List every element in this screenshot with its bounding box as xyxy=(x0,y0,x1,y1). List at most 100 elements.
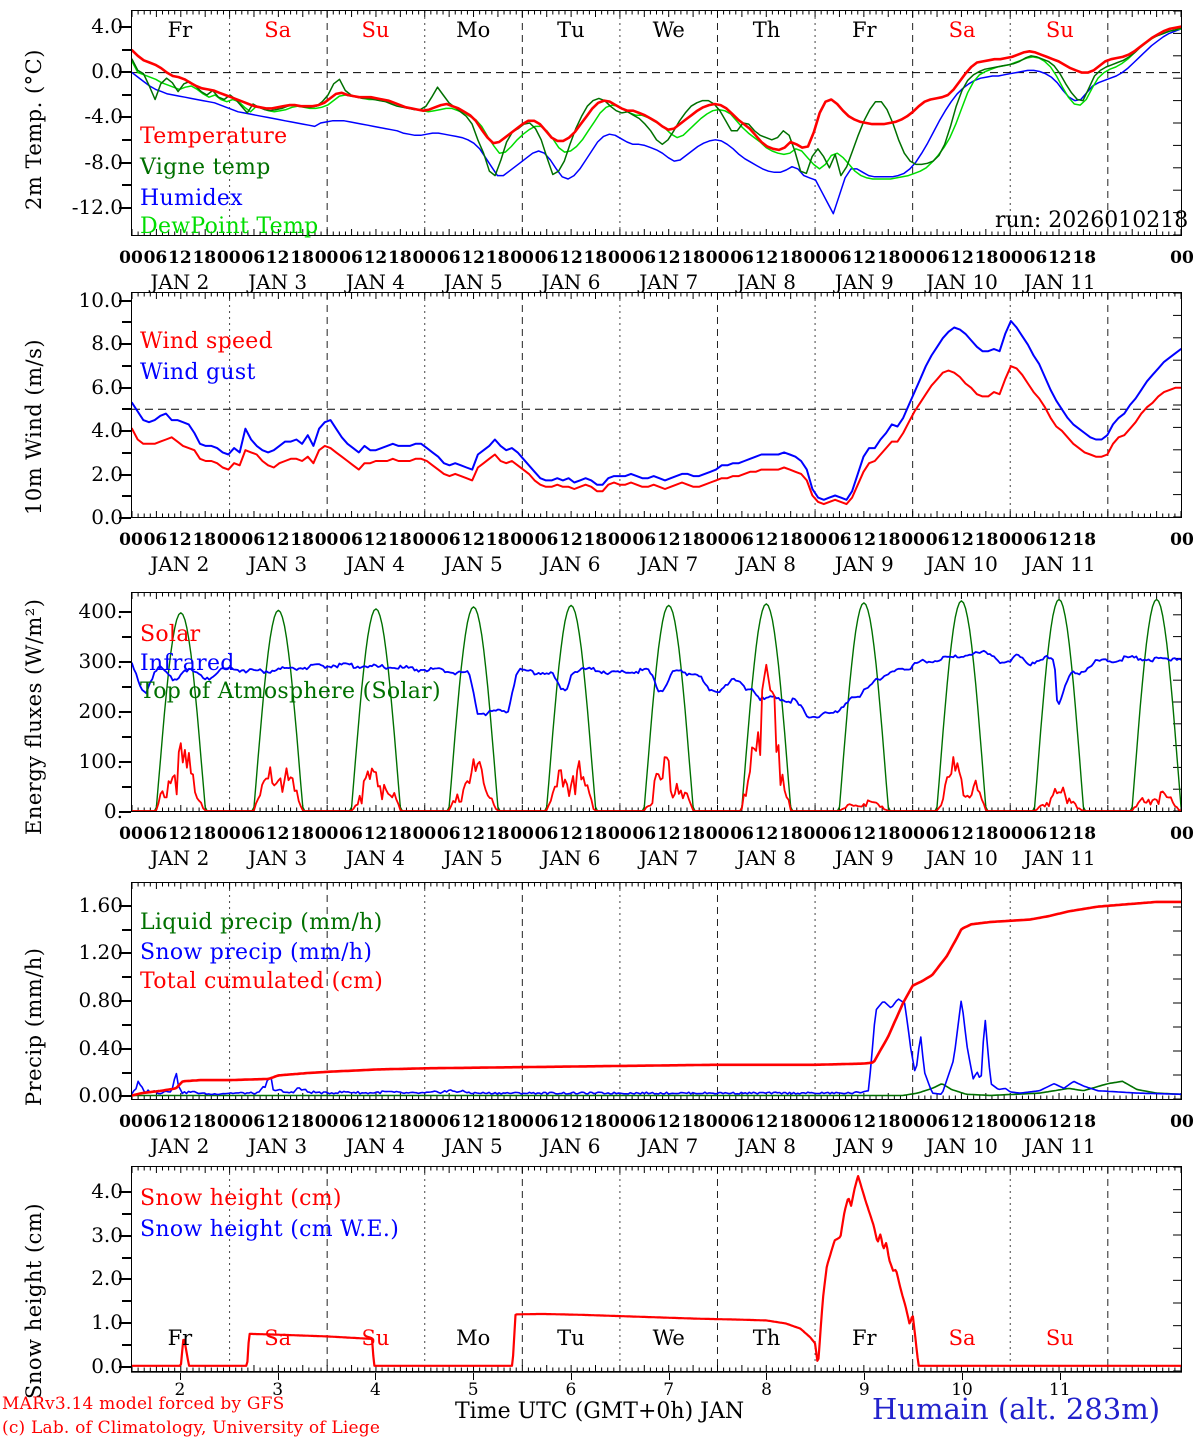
hour-tick-label: 00 xyxy=(999,530,1023,550)
day-number-tick: 5 xyxy=(467,1380,479,1400)
hour-tick-label: 00 xyxy=(901,1112,925,1132)
hour-tick-label: 18 xyxy=(876,1112,901,1132)
hour-tick-label: 18 xyxy=(779,530,803,550)
hour-tick-label: 18 xyxy=(290,530,314,550)
day-label: JAN 5 xyxy=(443,1134,503,1158)
y-tick-mark xyxy=(119,661,131,663)
y-minor-tick xyxy=(122,1213,131,1215)
y-tick-mark xyxy=(119,161,131,164)
day-label: JAN 7 xyxy=(639,552,699,576)
y-tick-label: 0.40 xyxy=(78,1035,123,1060)
hour-tick-label: 18 xyxy=(681,530,705,550)
day-label: JAN 2 xyxy=(150,270,210,294)
hour-tick-label: 12 xyxy=(363,824,388,844)
hour-tick-label: 00 xyxy=(1170,1112,1194,1132)
energy-plot xyxy=(131,592,1182,812)
y-tick-mark xyxy=(119,1278,131,1281)
day-label: JAN 9 xyxy=(834,552,894,576)
hour-tick-label: 18 xyxy=(779,1112,803,1132)
day-label: JAN 10 xyxy=(926,1134,998,1158)
hour-tick-label: 06 xyxy=(632,824,657,844)
day-label: JAN 5 xyxy=(443,270,503,294)
hour-tick-label: 12 xyxy=(1047,530,1072,550)
day-label: JAN 4 xyxy=(345,552,405,576)
hour-tick-label: 12 xyxy=(168,248,192,268)
y-minor-tick xyxy=(122,1256,131,1259)
legend-temperature: Temperature xyxy=(140,124,288,149)
hour-tick-label: 12 xyxy=(168,824,192,844)
hour-tick-label: 12 xyxy=(656,824,681,844)
y-tick-label: 0.0 xyxy=(91,1353,123,1378)
day-number-tick: 11 xyxy=(1048,1380,1071,1400)
y-minor-tick xyxy=(122,1023,131,1026)
weekday-label: Th xyxy=(752,1326,781,1350)
y-tick-mark xyxy=(119,386,131,389)
hour-tick-label: 06 xyxy=(827,824,852,844)
hour-tick-label: 18 xyxy=(876,530,901,550)
y-tick-mark xyxy=(119,25,131,28)
hour-tick-label: 00 xyxy=(412,248,437,268)
hour-tick-label: 00 xyxy=(510,1112,534,1132)
hour-tick-label: 00 xyxy=(607,530,632,550)
day-label: JAN 6 xyxy=(541,270,601,294)
hour-tick-label: 12 xyxy=(461,824,485,844)
hour-tick-label: 18 xyxy=(192,824,217,844)
weekday-label: Fr xyxy=(167,18,193,42)
hour-tick-label: 12 xyxy=(1047,248,1072,268)
hour-tick-label: 12 xyxy=(461,248,485,268)
hour-tick-label: 06 xyxy=(241,248,266,268)
y-tick-mark xyxy=(119,1322,131,1325)
legend-snow-height: Snow height (cm) xyxy=(140,1186,342,1211)
weekday-label: Th xyxy=(752,18,781,42)
hour-tick-label: 00 xyxy=(314,1112,339,1132)
hour-tick-label: 18 xyxy=(583,1112,608,1132)
hour-tick-label: 06 xyxy=(339,824,363,844)
hour-tick-label: 00 xyxy=(901,530,925,550)
hour-tick-label: 18 xyxy=(485,530,510,550)
station-label: Humain (alt. 283m) xyxy=(872,1392,1161,1426)
y-tick-label: 1.0 xyxy=(91,1310,123,1335)
y-minor-tick xyxy=(122,408,131,411)
hour-tick-label: 18 xyxy=(192,248,217,268)
day-number-tick: 6 xyxy=(565,1380,577,1400)
hour-tick-label: 06 xyxy=(730,1112,754,1132)
hour-tick-label: 18 xyxy=(681,824,705,844)
day-number-tick-mark xyxy=(179,1372,181,1380)
y-tick-label: 10.0 xyxy=(78,287,123,312)
y-tick-mark xyxy=(119,711,131,713)
hour-tick-label: 00 xyxy=(999,1112,1023,1132)
hour-tick-label: 18 xyxy=(974,248,999,268)
y-tick-label: 1.20 xyxy=(78,940,123,965)
day-number-tick-mark xyxy=(668,1372,670,1380)
hour-tick-label: 06 xyxy=(241,1112,266,1132)
legend-solar: Solar xyxy=(140,622,201,647)
hour-tick-label: 18 xyxy=(388,530,412,550)
hour-tick-label: 12 xyxy=(1047,1112,1072,1132)
hour-tick-label: 12 xyxy=(168,530,192,550)
y-minor-tick xyxy=(122,495,131,498)
day-number-tick-mark xyxy=(570,1372,572,1380)
hour-tick-label: 00 xyxy=(1170,824,1194,844)
hour-tick-label: 12 xyxy=(461,1112,485,1132)
temperature-svg xyxy=(132,11,1181,235)
day-label: JAN 3 xyxy=(248,846,308,870)
hour-tick-label: 12 xyxy=(754,824,779,844)
legend-liquid-precip: Liquid precip (mm/h) xyxy=(140,910,383,935)
hour-tick-label: 00 xyxy=(803,824,828,844)
hour-tick-label: 00 xyxy=(705,248,730,268)
hour-tick-label: 12 xyxy=(754,530,779,550)
hour-tick-label: 18 xyxy=(681,1112,705,1132)
y-tick-mark xyxy=(119,1095,131,1098)
day-label: JAN 10 xyxy=(926,270,998,294)
day-label: JAN 7 xyxy=(639,270,699,294)
hour-tick-label: 00 xyxy=(705,1112,730,1132)
y-tick-mark xyxy=(119,1047,131,1050)
day-number-tick: 2 xyxy=(174,1380,186,1400)
day-label: JAN 8 xyxy=(736,846,796,870)
hour-tick-label: 18 xyxy=(1072,530,1097,550)
hour-tick-label: 18 xyxy=(974,1112,999,1132)
day-number-tick-mark xyxy=(473,1372,475,1380)
hour-tick-label: 00 xyxy=(510,824,534,844)
weekday-label: Tu xyxy=(557,18,585,42)
hour-tick-label: 06 xyxy=(534,824,559,844)
